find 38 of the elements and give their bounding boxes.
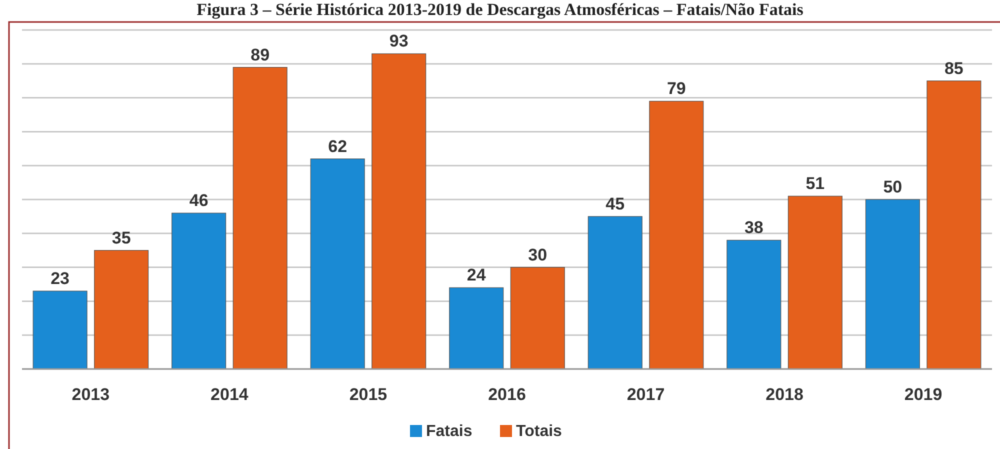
x-tick-label: 2016: [488, 385, 526, 404]
x-tick-label: 2013: [72, 385, 110, 404]
bar: [588, 216, 642, 370]
data-label: 89: [250, 45, 270, 64]
legend-label: Totais: [516, 423, 562, 440]
bar: [926, 80, 982, 370]
data-label: 62: [328, 136, 348, 156]
bar: [788, 196, 842, 370]
bar: [32, 290, 88, 370]
data-label: 45: [606, 194, 625, 214]
data-label: 79: [666, 79, 686, 98]
bar: [94, 250, 149, 370]
data-label: 38: [744, 218, 764, 238]
data-label: 30: [528, 245, 548, 264]
bar: [865, 199, 920, 370]
data-label: 85: [944, 58, 964, 78]
bar: [649, 100, 704, 370]
data-label: 23: [50, 269, 70, 288]
legend-label: Fatais: [426, 423, 472, 440]
bar: [232, 66, 288, 370]
data-label: 46: [189, 191, 208, 210]
bar: [372, 53, 426, 370]
x-tick-label: 2019: [904, 385, 942, 404]
data-label: 35: [112, 228, 131, 248]
bar: [449, 287, 504, 370]
data-label: 51: [806, 174, 825, 194]
x-tick-label: 2015: [349, 385, 388, 404]
chart-title: Figura 3 – Série Histórica 2013-2019 de Descargas Atmosféricas – Fatais/Não Fatais: [196, 0, 804, 19]
bar: [726, 240, 782, 370]
data-label: 50: [883, 178, 902, 196]
bar: [172, 212, 226, 370]
x-tick-label: 2017: [626, 385, 665, 404]
x-tick-label: 2014: [210, 385, 249, 404]
data-label: 24: [466, 266, 486, 285]
bar: [510, 267, 565, 370]
data-label: 93: [389, 32, 408, 51]
x-tick-label: 2018: [766, 385, 804, 404]
bar: [310, 158, 365, 370]
